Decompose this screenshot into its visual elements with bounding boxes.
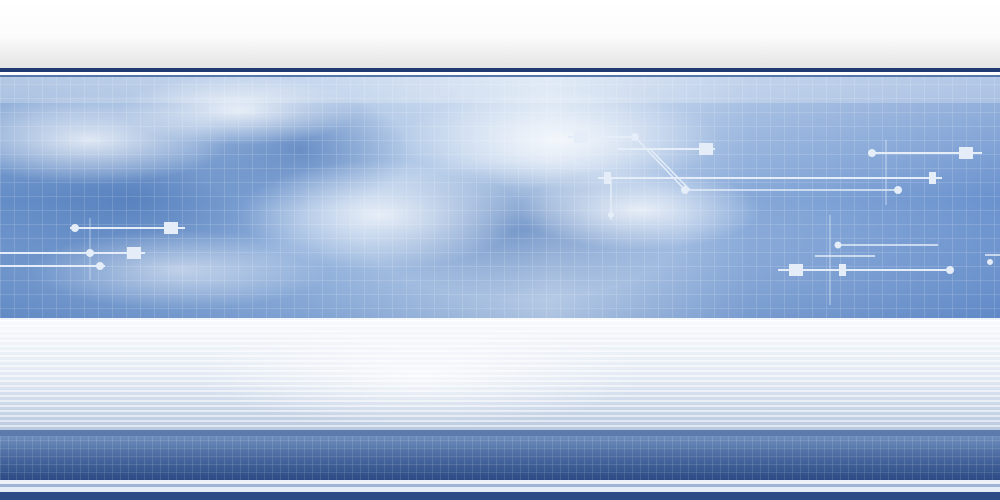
bottom-band — [0, 430, 1000, 500]
sky-panel — [0, 75, 1000, 320]
grid-overlay — [0, 77, 1000, 320]
circuit-lines-right — [778, 140, 1000, 305]
striped-band — [0, 321, 1000, 430]
circuit-lines-left — [0, 218, 185, 280]
circuit-lines-center — [568, 131, 942, 220]
top-rule — [0, 68, 1000, 72]
top-fade-band — [0, 0, 1000, 68]
center-glow — [200, 323, 640, 427]
